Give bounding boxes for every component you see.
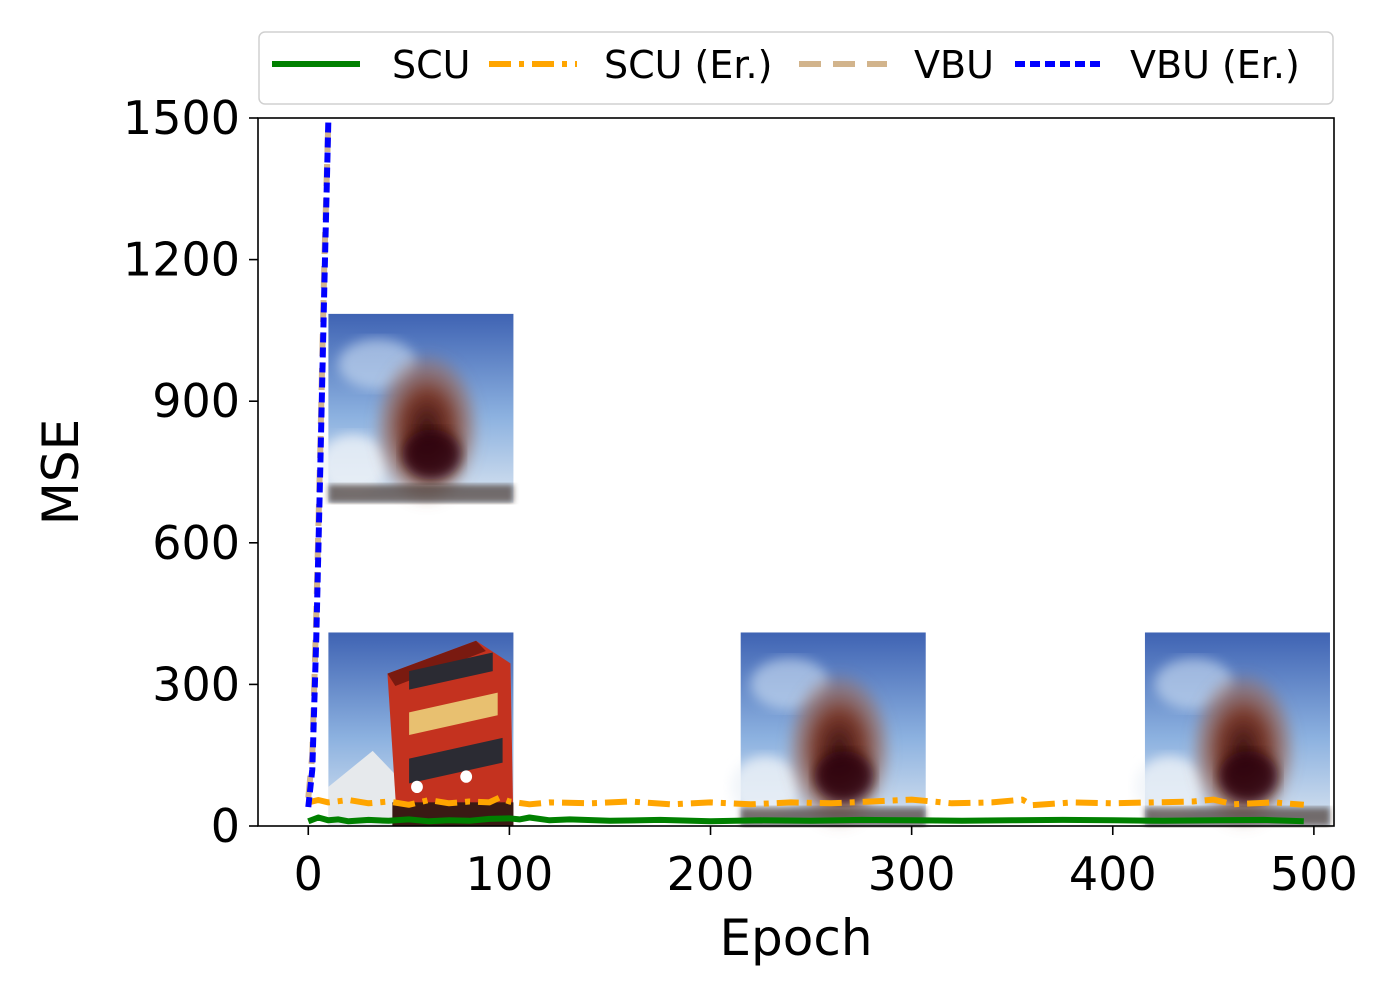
series-line-3 xyxy=(305,118,332,808)
x-tick-label: 100 xyxy=(465,847,553,901)
original-bus-inset xyxy=(328,632,514,826)
plot-area xyxy=(257,117,1335,828)
x-tick-label: 500 xyxy=(1270,847,1358,901)
legend: SCU SCU (Er.) VBU VBU (Er.) xyxy=(258,31,1334,105)
x-axis: 0 100 200 300 400 500 xyxy=(294,826,1358,901)
x-tick-label: 200 xyxy=(667,847,755,901)
series-line-0 xyxy=(307,814,1304,825)
y-tick-label: 0 xyxy=(211,799,240,853)
legend-label: SCU xyxy=(392,43,470,87)
legend-item: VBU (Er.) xyxy=(1015,43,1300,87)
y-tick-label: 1500 xyxy=(123,91,240,145)
reconstruction-epoch-500-inset xyxy=(1135,632,1330,828)
x-tick-label: 300 xyxy=(868,847,956,901)
legend-label: SCU (Er.) xyxy=(604,43,772,87)
legend-frame xyxy=(258,31,1334,105)
legend-label: VBU xyxy=(914,43,994,87)
y-tick-label: 1200 xyxy=(123,233,240,287)
x-tick-label: 0 xyxy=(294,847,323,901)
x-tick-label: 400 xyxy=(1069,847,1157,901)
series-line-1 xyxy=(307,794,1305,809)
y-tick-label: 600 xyxy=(152,516,240,570)
legend-item: SCU xyxy=(272,43,470,87)
legend-item: VBU xyxy=(799,43,994,87)
reconstruction-vbu-inset xyxy=(319,314,514,505)
x-axis-title: Epoch xyxy=(719,909,872,967)
plot-border xyxy=(257,117,1335,827)
y-axis-title: MSE xyxy=(32,419,90,525)
y-tick-label: 900 xyxy=(152,374,240,428)
legend-item: SCU (Er.) xyxy=(489,43,772,87)
y-axis: 0 300 600 900 1200 1500 xyxy=(123,91,258,853)
legend-label: VBU (Er.) xyxy=(1130,43,1300,87)
y-tick-label: 300 xyxy=(152,657,240,711)
